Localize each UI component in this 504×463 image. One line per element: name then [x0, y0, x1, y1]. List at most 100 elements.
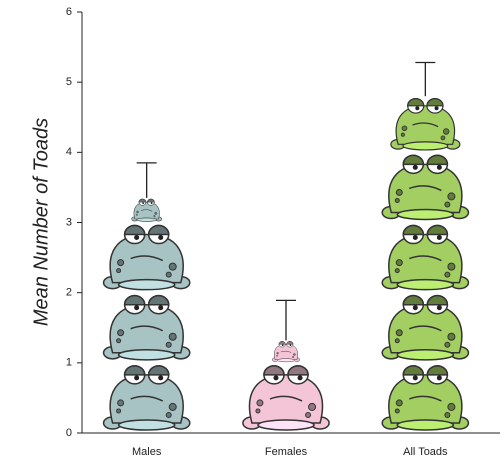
toad [104, 226, 190, 290]
toad-spot [277, 352, 279, 354]
toad-pupil [142, 202, 144, 204]
toad-spot [402, 126, 407, 131]
toad-pupil [437, 235, 442, 240]
toad-spot [118, 400, 124, 406]
toad-spot [117, 269, 121, 273]
toad-lid [287, 341, 293, 344]
y-tick-label: 0 [66, 427, 72, 439]
toad-body [389, 164, 462, 212]
toad-pupil [151, 202, 153, 204]
toad [104, 296, 190, 360]
toad-pupil [437, 165, 442, 170]
toad-belly [397, 209, 453, 219]
toad-spot [395, 198, 399, 202]
toad-spot [169, 333, 176, 340]
toad-spot [166, 412, 171, 417]
pictograph-bar [104, 199, 190, 430]
toad-belly [277, 359, 295, 362]
toad-spot [166, 272, 171, 277]
toad-lid [279, 341, 285, 344]
toad [382, 155, 468, 219]
y-axis-label: Mean Number of Toads [30, 118, 52, 326]
toad-pupil [413, 375, 418, 380]
error-bar [137, 163, 157, 198]
toad-pupil [413, 165, 418, 170]
toad-spot [445, 202, 450, 207]
toad-spot [396, 330, 402, 336]
toad-spot [306, 412, 311, 417]
toad-spot [166, 342, 171, 347]
toad-lid [125, 226, 145, 235]
toad-spot [396, 400, 402, 406]
toad-pupil [273, 375, 278, 380]
toad-lid [125, 296, 145, 305]
toad-spot [292, 356, 294, 358]
toad-belly [119, 280, 175, 290]
toad [382, 296, 468, 360]
toad-pupil [298, 375, 303, 380]
toad-lid [427, 99, 443, 106]
toad-belly [137, 218, 157, 222]
y-tick-label: 5 [66, 76, 72, 88]
toad-pupil [413, 305, 418, 310]
x-tick-label: All Toads [403, 446, 448, 458]
toad-body [110, 375, 183, 423]
toad-pupil [415, 106, 419, 110]
toad-pupil [134, 375, 139, 380]
toad-belly [119, 350, 175, 360]
toad-spot [395, 269, 399, 273]
toad-pupil [134, 235, 139, 240]
toad-pupil [158, 305, 163, 310]
toad-spot [448, 263, 455, 270]
toad-body [389, 305, 462, 353]
toad-spot [154, 215, 156, 217]
toad-spot [441, 136, 445, 140]
toad-body [389, 375, 462, 423]
toad-pupil [437, 305, 442, 310]
toad-spot [396, 189, 402, 195]
toad-body [396, 106, 454, 144]
toad-spot [117, 339, 121, 343]
toad-spot [169, 263, 176, 270]
toad-belly [397, 280, 453, 290]
toad-lid [403, 296, 423, 305]
toad-spot [169, 403, 176, 410]
toad-spot [445, 342, 450, 347]
toad-pupil [435, 106, 439, 110]
toad-spot [256, 409, 260, 413]
toad-spot [448, 333, 455, 340]
pictograph-bar [243, 341, 329, 430]
x-tick-label: Males [132, 446, 162, 458]
toad-spot [118, 330, 124, 336]
toad-pupil [437, 375, 442, 380]
toad-lid [427, 155, 447, 164]
toad-body [389, 235, 462, 283]
toad-spot [448, 193, 455, 200]
toad-pupil [134, 305, 139, 310]
toad [382, 226, 468, 290]
toad-spot [276, 355, 277, 356]
toad-lid [403, 226, 423, 235]
toad-lid [427, 296, 447, 305]
toad-lid [147, 199, 154, 202]
toad-pupil [158, 375, 163, 380]
toad [391, 99, 460, 150]
toad [272, 341, 300, 362]
x-tick-label: Females [265, 446, 308, 458]
chart: Mean Number of Toads 0123456MalesFemales… [0, 0, 504, 463]
toad-lid [288, 366, 308, 375]
toad-lid [264, 366, 284, 375]
error-bar [276, 300, 296, 340]
toad [243, 366, 329, 430]
toad [132, 199, 162, 221]
toad [382, 366, 468, 430]
toad-spot [257, 400, 263, 406]
toad-lid [427, 226, 447, 235]
toad-belly [397, 350, 453, 360]
toad-lid [427, 366, 447, 375]
toad-spot [309, 403, 316, 410]
toad-spot [136, 211, 138, 213]
pictograph-bar [382, 99, 468, 430]
y-tick-label: 4 [66, 146, 72, 158]
toad-body [110, 305, 183, 353]
